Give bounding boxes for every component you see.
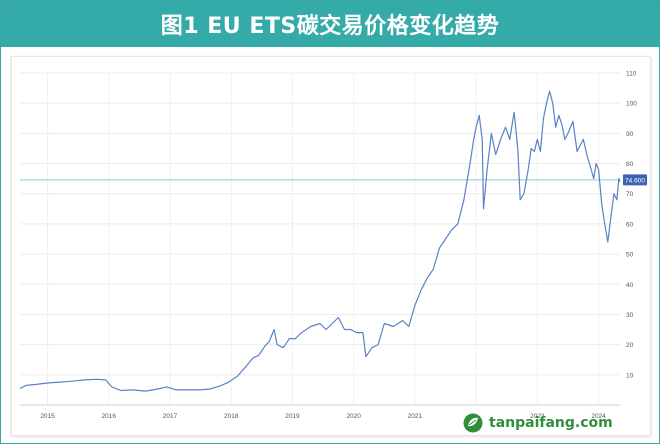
- watermark: tanpaifang.com: [463, 413, 613, 433]
- watermark-text: tanpaifang.com: [489, 415, 613, 431]
- x-tick-label: 2018: [224, 413, 239, 420]
- x-tick-label: 2015: [40, 413, 55, 420]
- y-tick-label: 110: [626, 71, 637, 78]
- y-tick-label: 10: [626, 372, 634, 379]
- x-tick-label: 2019: [285, 413, 300, 420]
- x-tick-label: 2021: [408, 413, 423, 420]
- y-tick-label: 90: [626, 131, 634, 138]
- y-tick-label: 40: [626, 282, 634, 289]
- reference-label: 74.600: [625, 177, 645, 184]
- title-bar: 图1 EU ETS碳交易价格变化趋势: [1, 1, 659, 47]
- y-tick-label: 30: [626, 312, 634, 319]
- y-tick-label: 20: [626, 342, 634, 349]
- y-tick-label: 50: [626, 252, 634, 259]
- x-tick-label: 2016: [102, 413, 117, 420]
- price-line-chart: 10 20 30 40 50 60 70 80 90 100 110 2015 2016 2017 2018…: [19, 71, 647, 420]
- x-tick-label: 2023: [530, 413, 545, 420]
- y-tick-label: 60: [626, 221, 634, 228]
- y-tick-label: 70: [626, 191, 634, 198]
- x-tick-label: 2017: [163, 413, 178, 420]
- chart-panel: 10 20 30 40 50 60 70 80 90 100 110 2015 2016 2017 2018…: [11, 56, 651, 436]
- y-tick-label: 100: [626, 101, 637, 108]
- price-series-line: [19, 90, 621, 392]
- leaf-logo-icon: [463, 413, 483, 433]
- y-tick-label: 80: [626, 161, 634, 168]
- x-tick-label: 2024: [591, 413, 606, 420]
- reference-label-box: [623, 174, 647, 186]
- figure-title: 图1 EU ETS碳交易价格变化趋势: [160, 14, 500, 39]
- x-tick-label: 2020: [346, 413, 361, 420]
